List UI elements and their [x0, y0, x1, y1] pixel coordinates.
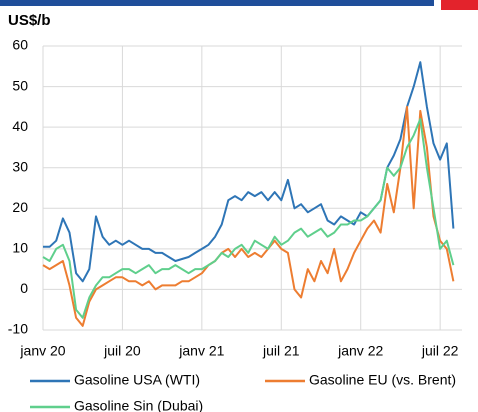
y-tick-label: 0: [20, 280, 28, 296]
y-tick-label: 20: [12, 199, 28, 215]
y-tick-label: 40: [12, 118, 28, 134]
y-tick-label: -10: [8, 321, 28, 337]
x-tick-label: janv 21: [178, 343, 224, 359]
y-axis-label: US$/b: [8, 12, 51, 29]
data-line: [42, 118, 455, 319]
legend-label: Gasoline EU (vs. Brent): [309, 372, 456, 388]
y-tick-label: 10: [12, 240, 28, 256]
x-tick-label: juil 21: [262, 343, 300, 359]
header-bar: [0, 0, 434, 6]
x-tick-label: juil 22: [421, 343, 459, 359]
legend-label: Gasoline USA (WTI): [74, 372, 200, 388]
x-tick-label: juil 20: [103, 343, 141, 359]
y-tick-label: 30: [12, 158, 28, 174]
x-tick-label: janv 20: [19, 343, 65, 359]
legend-label: Gasoline Sin (Dubai): [74, 398, 203, 412]
data-line: [42, 105, 455, 327]
y-tick-label: 50: [12, 77, 28, 93]
x-tick-label: janv 22: [337, 343, 383, 359]
y-tick-label: 60: [12, 37, 28, 53]
header-accent: [441, 0, 478, 10]
